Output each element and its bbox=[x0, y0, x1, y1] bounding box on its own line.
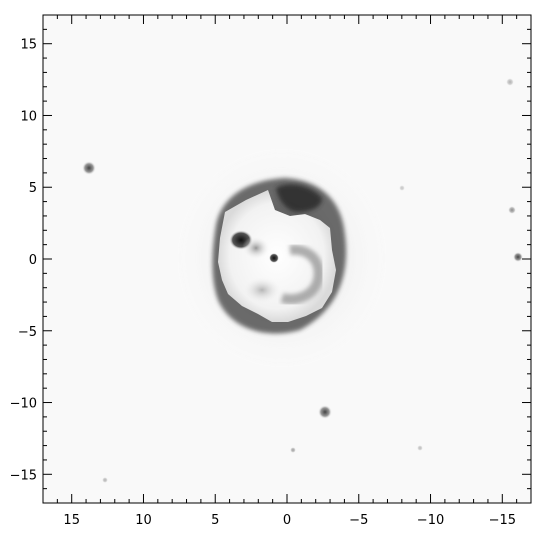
x-tick-label: 10 bbox=[135, 513, 152, 528]
y-tick-label: −5 bbox=[18, 325, 37, 340]
y-tick-label: −15 bbox=[10, 468, 37, 483]
x-tick-label: 0 bbox=[283, 513, 291, 528]
y-tick-label: 5 bbox=[29, 181, 37, 196]
x-tick-label: −5 bbox=[349, 513, 368, 528]
x-tick-label: 15 bbox=[63, 513, 80, 528]
y-tick-label: 0 bbox=[29, 253, 37, 268]
y-tick-labels: −15 −10 −5 0 5 10 15 bbox=[10, 38, 37, 484]
x-tick-label: −15 bbox=[489, 513, 516, 528]
x-tick-label: 5 bbox=[211, 513, 219, 528]
y-tick-label: −10 bbox=[10, 397, 37, 412]
nebula-image bbox=[82, 78, 523, 483]
y-tick-label: 10 bbox=[20, 109, 37, 124]
axis-ticks bbox=[42, 14, 532, 504]
y-tick-label: 15 bbox=[20, 38, 37, 53]
x-tick-labels: 15 10 5 0 −5 −10 −15 bbox=[63, 513, 516, 528]
x-tick-label: −10 bbox=[417, 513, 444, 528]
